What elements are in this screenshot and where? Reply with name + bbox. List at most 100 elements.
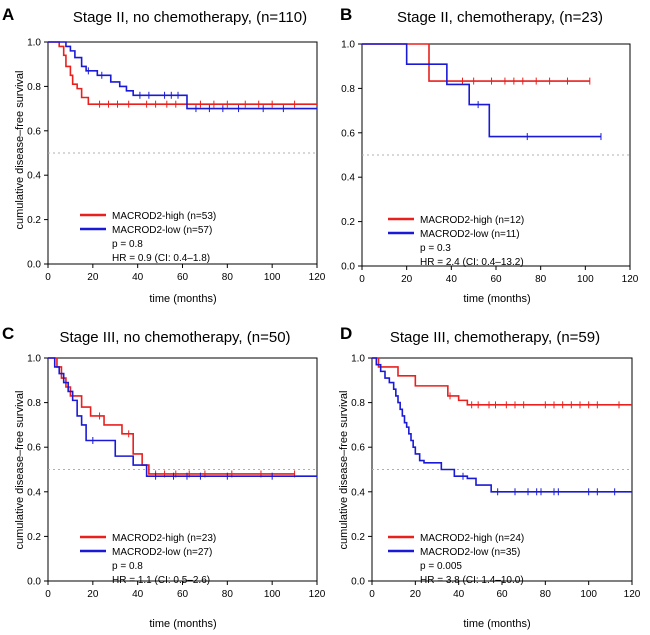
x-tick-label: 80 xyxy=(222,272,234,283)
legend-label-high: MACROD2-high (n=23) xyxy=(112,533,216,544)
y-tick-labels: 0.0 0.2 0.4 0.6 0.8 1.0 xyxy=(341,40,362,273)
y-tick-label: 1.0 xyxy=(27,354,41,365)
survival-curve-high xyxy=(48,357,295,475)
y-axis-label: cumulative disease–free survival xyxy=(14,71,26,230)
y-tick-label: 1.0 xyxy=(351,354,365,365)
x-tick-label: 120 xyxy=(622,274,639,285)
legend-label-low: MACROD2-low (n=11) xyxy=(420,229,520,240)
x-tick-label: 20 xyxy=(401,274,413,285)
y-tick-label: 0.2 xyxy=(341,217,355,228)
survival-curve-high xyxy=(48,41,317,105)
plot-area xyxy=(47,41,318,265)
y-tick-label: 0.2 xyxy=(27,532,41,543)
y-tick-label: 0.8 xyxy=(27,82,41,93)
y-tick-label: 0.8 xyxy=(27,398,41,409)
y-tick-label: 0.8 xyxy=(351,398,365,409)
plot-area xyxy=(371,357,633,582)
y-tick-label: 0.4 xyxy=(27,171,41,182)
panel-title: Stage II, no chemotherapy, (n=110) xyxy=(73,9,307,26)
panel-letter: D xyxy=(340,324,352,343)
legend-label-high: MACROD2-high (n=53) xyxy=(112,211,216,222)
x-tick-label: 80 xyxy=(222,589,234,600)
x-axis-label: time (months) xyxy=(149,618,216,630)
panel-letter: C xyxy=(2,324,14,343)
x-tick-label: 40 xyxy=(132,589,144,600)
y-tick-label: 0.4 xyxy=(341,173,355,184)
x-tick-label: 40 xyxy=(446,274,458,285)
x-tick-label: 100 xyxy=(264,589,281,600)
x-tick-label: 100 xyxy=(264,272,281,283)
x-tick-label: 80 xyxy=(535,274,547,285)
panel-letter: A xyxy=(2,5,14,24)
x-tick-label: 20 xyxy=(87,272,99,283)
y-tick-label: 0.2 xyxy=(351,532,365,543)
x-tick-label: 120 xyxy=(309,272,326,283)
y-tick-label: 0.0 xyxy=(351,577,365,588)
x-tick-label: 100 xyxy=(577,274,594,285)
survival-curve-low xyxy=(48,357,317,477)
x-tick-label: 0 xyxy=(45,589,51,600)
x-tick-label: 100 xyxy=(580,589,597,600)
y-tick-label: 0.2 xyxy=(27,215,41,226)
legend-label-low: MACROD2-low (n=27) xyxy=(112,547,212,558)
hazard-ratio: HR = 2.4 (CI: 0.4–13.2) xyxy=(420,257,524,268)
x-tick-label: 60 xyxy=(177,272,189,283)
x-axis-label: time (months) xyxy=(463,618,530,630)
x-tick-labels: 0 20 40 60 80 100 120 xyxy=(45,264,326,283)
survival-curve-low xyxy=(372,357,632,493)
y-tick-label: 1.0 xyxy=(27,38,41,49)
legend: MACROD2-high (n=12) MACROD2-low (n=11) p… xyxy=(388,215,524,268)
x-tick-labels: 0 20 40 60 80 100 120 xyxy=(45,581,326,600)
y-tick-label: 0.0 xyxy=(341,262,355,273)
y-tick-label: 0.4 xyxy=(351,487,365,498)
y-tick-label: 0.6 xyxy=(27,443,41,454)
x-tick-label: 60 xyxy=(177,589,189,600)
y-tick-label: 0.0 xyxy=(27,260,41,271)
y-tick-label: 1.0 xyxy=(341,40,355,51)
panel-title: Stage III, chemotherapy, (n=59) xyxy=(390,329,600,346)
x-tick-label: 0 xyxy=(45,272,51,283)
legend-label-high: MACROD2-high (n=12) xyxy=(420,215,524,226)
y-tick-label: 0.6 xyxy=(27,126,41,137)
survival-curve-low xyxy=(48,41,317,110)
x-tick-labels: 0 20 40 60 80 100 120 xyxy=(359,266,639,285)
p-value: p = 0.005 xyxy=(420,561,462,572)
panel-title: Stage III, no chemotherapy, (n=50) xyxy=(59,329,290,346)
p-value: p = 0.8 xyxy=(112,561,143,572)
y-tick-label: 0.6 xyxy=(341,128,355,139)
survival-curve-high xyxy=(362,43,590,82)
plot-area xyxy=(361,43,631,267)
x-tick-label: 80 xyxy=(540,589,552,600)
legend: MACROD2-high (n=23) MACROD2-low (n=27) p… xyxy=(80,533,216,586)
y-tick-label: 0.0 xyxy=(27,577,41,588)
x-tick-label: 40 xyxy=(132,272,144,283)
survival-curve-low xyxy=(362,43,601,138)
legend-label-low: MACROD2-low (n=35) xyxy=(420,547,520,558)
legend: MACROD2-high (n=24) MACROD2-low (n=35) p… xyxy=(388,533,524,586)
x-tick-label: 0 xyxy=(359,274,365,285)
x-tick-label: 60 xyxy=(496,589,508,600)
x-tick-label: 120 xyxy=(624,589,641,600)
y-tick-label: 0.4 xyxy=(27,487,41,498)
y-tick-label: 0.6 xyxy=(351,443,365,454)
y-tick-labels: 0.0 0.2 0.4 0.6 0.8 1.0 xyxy=(351,354,372,588)
panel-a: A Stage II, no chemotherapy, (n=110) cum… xyxy=(2,5,326,305)
legend-label-low: MACROD2-low (n=57) xyxy=(112,225,212,236)
survival-curve-high xyxy=(372,357,632,406)
x-tick-label: 120 xyxy=(309,589,326,600)
y-tick-labels: 0.0 0.2 0.4 0.6 0.8 1.0 xyxy=(27,38,48,271)
panel-title: Stage II, chemotherapy, (n=23) xyxy=(397,9,603,26)
hazard-ratio: HR = 1.1 (CI: 0.5–2.6) xyxy=(112,575,210,586)
panel-letter: B xyxy=(340,5,352,24)
y-tick-label: 0.8 xyxy=(341,84,355,95)
y-axis-label: cumulative disease–free survival xyxy=(14,391,26,550)
x-tick-label: 0 xyxy=(369,589,375,600)
x-axis-label: time (months) xyxy=(463,293,530,305)
x-tick-label: 40 xyxy=(453,589,465,600)
p-value: p = 0.8 xyxy=(112,239,143,250)
x-tick-labels: 0 20 40 60 80 100 120 xyxy=(369,581,641,600)
panel-d: D Stage III, chemotherapy, (n=59) cumula… xyxy=(338,324,641,630)
y-axis-label: cumulative disease–free survival xyxy=(338,391,350,550)
plot-area xyxy=(47,357,318,582)
